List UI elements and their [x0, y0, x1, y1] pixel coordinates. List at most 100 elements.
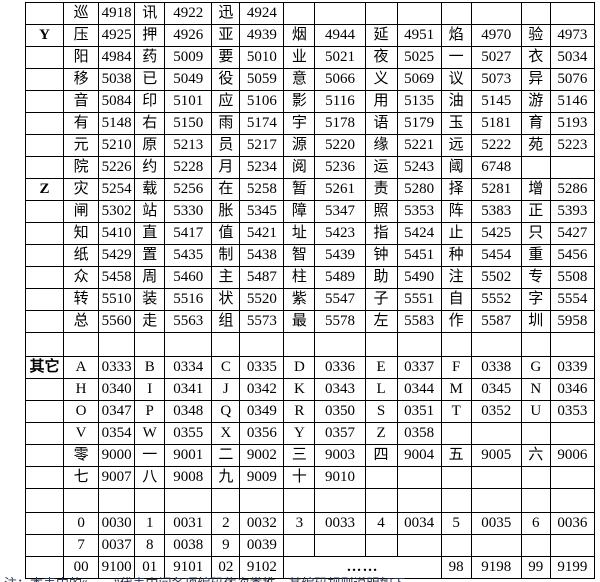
code-cell: 5076 — [549, 68, 596, 91]
code-cell — [549, 2, 596, 25]
char-cell — [440, 422, 472, 445]
code-cell — [239, 332, 285, 357]
code-cell: 5193 — [549, 112, 596, 135]
code-cell: 9004 — [396, 444, 442, 467]
code-cell: 5583 — [396, 310, 442, 333]
char-cell: 照 — [364, 200, 398, 223]
code-cell: 5148 — [98, 112, 136, 135]
code-cell: 5009 — [164, 46, 213, 69]
code-cell: 5460 — [164, 266, 213, 289]
code-cell — [396, 466, 442, 489]
char-cell — [520, 488, 551, 513]
char-cell: 玉 — [440, 112, 472, 135]
char-cell — [283, 2, 316, 25]
char-cell: X — [211, 422, 241, 445]
code-cell: 9006 — [549, 444, 596, 467]
code-cell: 0347 — [98, 400, 136, 423]
code-cell: 0038 — [164, 534, 213, 557]
char-cell: 衣 — [520, 46, 551, 69]
code-cell: 5551 — [396, 288, 442, 311]
code-cell — [470, 422, 522, 445]
code-cell: 5049 — [164, 68, 213, 91]
char-cell: 组 — [211, 310, 241, 333]
char-cell: 九 — [211, 466, 241, 489]
char-cell: 7 — [63, 534, 100, 557]
code-cell: 0358 — [396, 422, 442, 445]
table-row: 巡 4918 讯 4922 迅 4924 — [24, 2, 596, 25]
table-row: 总 5560 走 5563 组 5573 最 5578 左 5583 作 5587 圳 5958 — [24, 310, 596, 333]
section-letter-cell — [24, 378, 65, 401]
char-cell: 焰 — [440, 24, 472, 47]
code-cell — [98, 488, 136, 513]
char-cell: 业 — [283, 46, 316, 69]
char-cell — [211, 488, 241, 513]
code-cell: 0348 — [164, 400, 213, 423]
char-cell: 走 — [134, 310, 166, 333]
code-cell: 5383 — [470, 200, 522, 223]
code-cell: 5243 — [396, 156, 442, 179]
char-cell: 胀 — [211, 200, 241, 223]
char-cell: 语 — [364, 112, 398, 135]
char-cell: 自 — [440, 288, 472, 311]
section-letter-cell — [24, 112, 65, 135]
char-cell: 障 — [283, 200, 316, 223]
char-cell: 阵 — [440, 200, 472, 223]
code-cell: 9005 — [470, 444, 522, 467]
code-cell: 0349 — [239, 400, 285, 423]
char-cell: 总 — [63, 310, 100, 333]
char-cell: 知 — [63, 222, 100, 245]
code-cell: 5150 — [164, 112, 213, 135]
code-cell: 0341 — [164, 378, 213, 401]
char-cell: 4 — [364, 512, 398, 535]
char-cell: 周 — [134, 266, 166, 289]
table-row: 有 5148 右 5150 雨 5174 宇 5178 语 5179 玉 5181 育 5193 — [24, 112, 596, 135]
char-cell: 增 — [520, 178, 551, 201]
code-cell: 5451 — [396, 244, 442, 267]
char-cell: 育 — [520, 112, 551, 135]
code-cell: 5038 — [98, 68, 136, 91]
char-cell: V — [63, 422, 100, 445]
code-cell — [549, 466, 596, 489]
code-cell — [396, 534, 442, 557]
char-cell: K — [283, 378, 316, 401]
code-cell — [470, 466, 522, 489]
code-cell: 5424 — [396, 222, 442, 245]
code-cell: 0351 — [396, 400, 442, 423]
code-cell: 9101 — [164, 556, 213, 579]
section-letter-cell: Y — [24, 24, 65, 47]
code-cell: 5073 — [470, 68, 522, 91]
code-cell: 4944 — [314, 24, 366, 47]
code-cell: 9009 — [239, 466, 285, 489]
char-cell: 重 — [520, 244, 551, 267]
char-cell: 一 — [134, 444, 166, 467]
char-cell: Z — [364, 422, 398, 445]
char-cell: 5 — [440, 512, 472, 535]
table-row: 其它 A 0333 B 0334 C 0335 D 0336 E 0337 F 0338 G 0339 — [24, 356, 596, 379]
char-cell: 02 — [211, 556, 241, 579]
char-cell: 阈 — [440, 156, 472, 179]
code-cell: 4925 — [98, 24, 136, 47]
char-cell — [211, 332, 241, 357]
code-cell: 5560 — [98, 310, 136, 333]
code-cell — [396, 488, 442, 513]
section-letter-cell — [24, 134, 65, 157]
code-cell: 5458 — [98, 266, 136, 289]
table-row — [24, 332, 596, 357]
code-cell: 5069 — [396, 68, 442, 91]
table-row: 七 9007 八 9008 九 9009 十 9010 — [24, 466, 596, 489]
code-cell — [314, 332, 366, 357]
char-cell: 0 — [63, 512, 100, 535]
code-cell: 5502 — [470, 266, 522, 289]
char-cell: 要 — [211, 46, 241, 69]
char-cell: 远 — [440, 134, 472, 157]
code-cell: 9002 — [239, 444, 285, 467]
table-row: V 0354 W 0355 X 0356 Y 0357 Z 0358 — [24, 422, 596, 445]
code-cell: 0031 — [164, 512, 213, 535]
code-cell: 5286 — [549, 178, 596, 201]
code-cell: 5429 — [98, 244, 136, 267]
char-cell: 8 — [134, 534, 166, 557]
char-cell: 阅 — [283, 156, 316, 179]
code-cell: 0356 — [239, 422, 285, 445]
code-cell: 5423 — [314, 222, 366, 245]
char-cell: U — [520, 400, 551, 423]
